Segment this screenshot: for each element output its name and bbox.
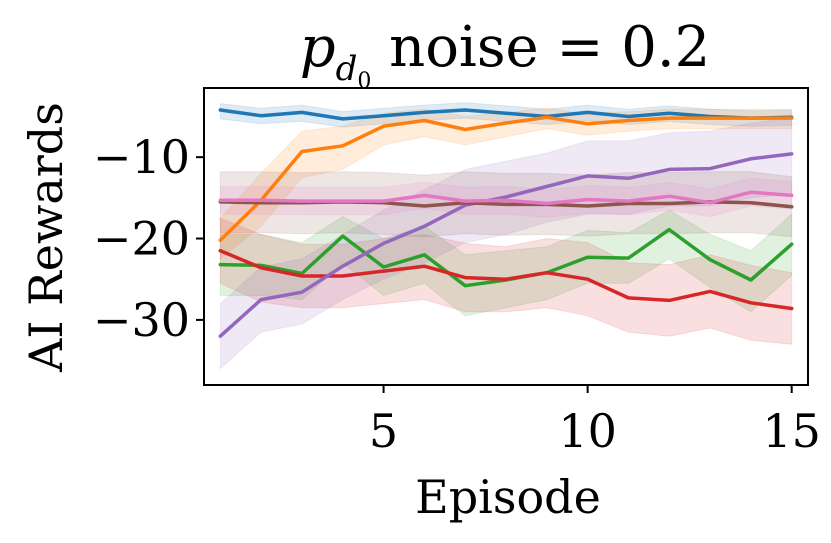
series-2-line bbox=[218, 115, 794, 242]
title-subscript: d bbox=[336, 49, 358, 89]
title-subsubscript: 0 bbox=[357, 69, 371, 94]
y-tick-label: −30 bbox=[93, 293, 190, 347]
chart-title: pd0 noise = 0.2 bbox=[300, 15, 711, 94]
series-1-line bbox=[218, 108, 794, 121]
plot-frame bbox=[203, 87, 809, 386]
title-text: noise = 0.2 bbox=[371, 15, 710, 80]
y-tick-label: −20 bbox=[93, 212, 190, 266]
x-axis-label: Episode bbox=[415, 470, 601, 524]
x-tick-label: 5 bbox=[369, 404, 398, 458]
series-lines bbox=[218, 108, 794, 338]
series-5-line bbox=[218, 152, 794, 338]
x-tick-label: 15 bbox=[762, 404, 821, 458]
series-2-band bbox=[219, 107, 793, 260]
y-tick-label: −10 bbox=[93, 130, 190, 184]
series-7-line bbox=[218, 190, 794, 206]
x-tick-label: 10 bbox=[558, 404, 617, 458]
series-4-line bbox=[218, 248, 794, 311]
title-symbol: p bbox=[300, 15, 336, 80]
axis-ticks: 5 10 15 −10 −20 −30 bbox=[93, 130, 821, 458]
y-axis-label: AI Rewards bbox=[19, 102, 73, 373]
confidence-bands bbox=[219, 102, 793, 370]
